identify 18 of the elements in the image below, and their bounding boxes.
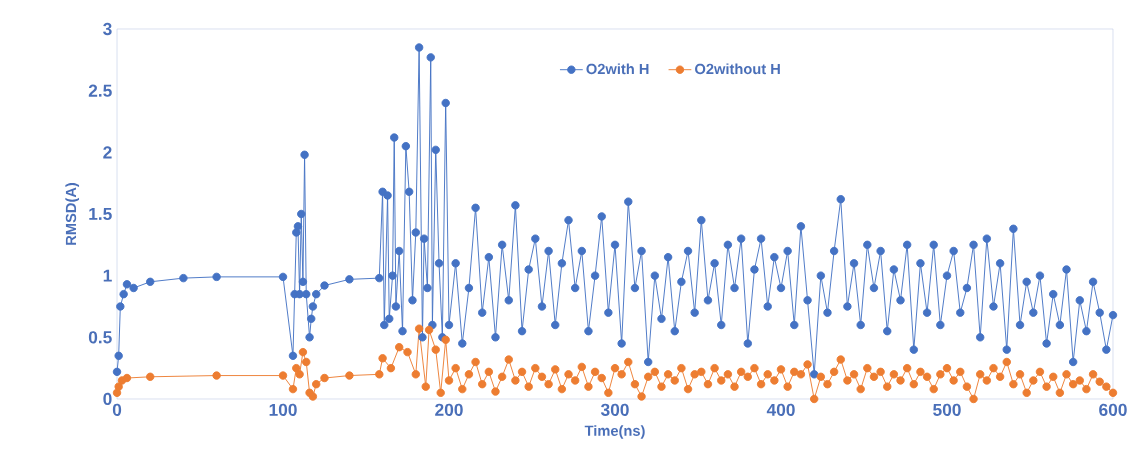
x-tick-label: 600	[1099, 403, 1127, 416]
x-tick-label: 200	[435, 403, 463, 416]
x-tick-label: 500	[933, 403, 961, 416]
x-tick-label: 400	[766, 403, 795, 416]
y-tick-label: 1.5	[89, 207, 112, 221]
x-tick-label: 100	[269, 403, 297, 416]
x-tick-label: 300	[600, 403, 629, 416]
y-tick-label: 0.5	[88, 331, 112, 344]
y-tick-label: 1	[103, 269, 112, 282]
legend-label: O2without H	[695, 63, 780, 75]
y-tick-label: 2	[103, 146, 112, 159]
legend-label: O2with H	[586, 63, 649, 75]
y-tick-label: 3	[103, 22, 112, 36]
x-axis-title: Time(ns)	[584, 425, 645, 439]
y-axis-title: RMSD(A)	[65, 182, 80, 245]
y-tick-label: 0	[103, 392, 112, 406]
x-tick-label: 0	[112, 403, 122, 416]
y-tick-label: 2.5	[88, 84, 112, 97]
